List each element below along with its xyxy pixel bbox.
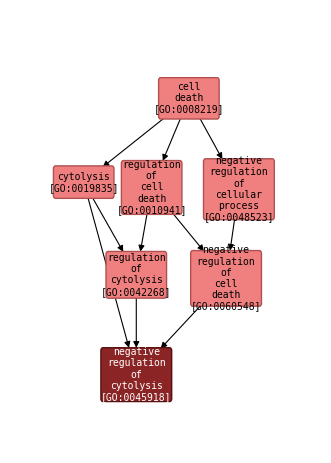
Text: negative
regulation
of
cellular
process
[GO:0048523]: negative regulation of cellular process … [204, 156, 274, 222]
FancyBboxPatch shape [121, 161, 182, 214]
FancyBboxPatch shape [53, 166, 114, 198]
FancyBboxPatch shape [191, 250, 261, 306]
Text: cytolysis
[GO:0019835]: cytolysis [GO:0019835] [48, 171, 119, 193]
Text: regulation
of
cytolysis
[GO:0042268]: regulation of cytolysis [GO:0042268] [101, 253, 171, 297]
FancyBboxPatch shape [101, 348, 172, 401]
Text: negative
regulation
of
cell
death
[GO:0060548]: negative regulation of cell death [GO:00… [191, 245, 261, 312]
Text: cell
death
[GO:0008219]: cell death [GO:0008219] [154, 82, 224, 114]
Text: regulation
of
cell
death
[GO:0010941]: regulation of cell death [GO:0010941] [117, 160, 187, 215]
Text: negative
regulation
of
cytolysis
[GO:0045918]: negative regulation of cytolysis [GO:004… [101, 347, 171, 402]
FancyBboxPatch shape [159, 78, 219, 119]
FancyBboxPatch shape [204, 159, 274, 220]
FancyBboxPatch shape [106, 251, 166, 298]
